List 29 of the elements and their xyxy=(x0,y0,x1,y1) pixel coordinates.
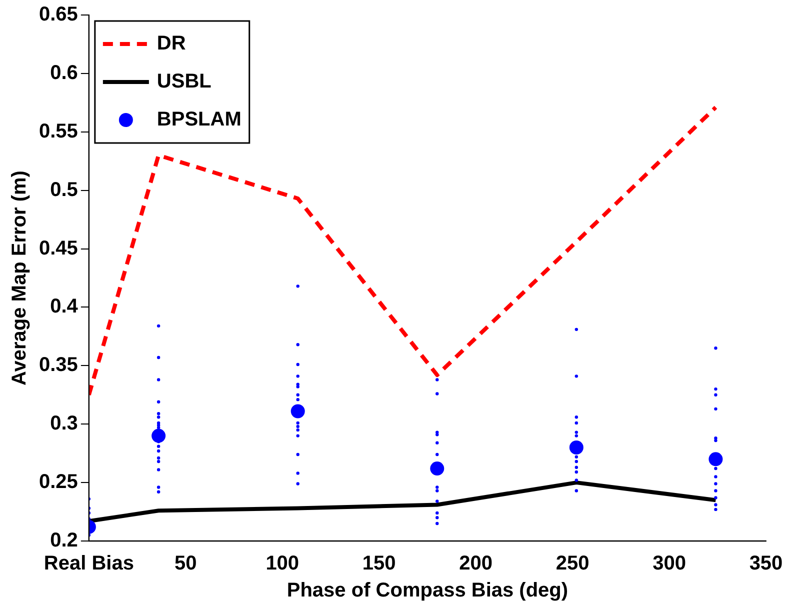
y-tick-label: 0.5 xyxy=(50,178,78,201)
y-tick-label: 0.2 xyxy=(50,530,78,552)
point xyxy=(569,440,584,454)
line-series xyxy=(88,105,718,397)
y-tick-label: 0.65 xyxy=(38,4,78,26)
point xyxy=(290,404,305,418)
x-tick-label: 100 xyxy=(266,552,300,575)
x-tick-label: 300 xyxy=(652,552,686,575)
x-tick-label: 350 xyxy=(749,552,783,575)
point xyxy=(708,452,723,466)
x-tick-label: 50 xyxy=(174,552,197,575)
y-tick-label: 0.55 xyxy=(38,120,78,142)
y-tick-label: 0.45 xyxy=(38,237,78,260)
x-tick-label: Real Bias xyxy=(44,552,134,575)
legend-label: BPSLAM xyxy=(156,108,242,131)
x-tick-label: 150 xyxy=(362,552,396,575)
x-tick-label: 200 xyxy=(459,552,493,575)
x-tick-label: 250 xyxy=(556,552,590,575)
y-tick-label: 0.25 xyxy=(38,471,78,494)
point xyxy=(152,428,166,443)
y-tick-label: 0.6 xyxy=(50,62,78,84)
y-axis-title: Average Map Error (m) xyxy=(8,170,31,386)
legend-label: USBL xyxy=(156,70,212,93)
point xyxy=(430,462,444,476)
x-axis-title: Phase of Compass Bias (deg) xyxy=(286,580,568,602)
y-tick-label: 0.35 xyxy=(38,354,78,376)
y-tick-label: 0.4 xyxy=(50,296,79,318)
y-tick-label: 0.3 xyxy=(50,412,78,435)
legend-label: DR xyxy=(156,32,186,55)
